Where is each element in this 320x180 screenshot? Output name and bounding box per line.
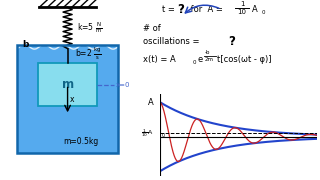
Text: 10: 10 <box>237 9 246 15</box>
Text: for  A =: for A = <box>188 5 226 14</box>
Text: m=0.5kg: m=0.5kg <box>63 137 99 146</box>
Bar <box>17 45 118 153</box>
Text: b=2 $\frac{\rm kg}{\rm s}$: b=2 $\frac{\rm kg}{\rm s}$ <box>75 46 102 62</box>
Bar <box>17 45 118 153</box>
Text: 0: 0 <box>161 133 164 138</box>
Text: t =: t = <box>162 5 178 14</box>
Text: A: A <box>148 98 154 107</box>
Text: $\frac{1}{10}$A: $\frac{1}{10}$A <box>141 127 154 139</box>
Text: m: m <box>61 78 74 91</box>
Text: b: b <box>22 40 28 49</box>
Text: A: A <box>252 5 258 14</box>
Text: x=0: x=0 <box>116 82 131 88</box>
Text: x: x <box>70 95 75 104</box>
Text: 2m: 2m <box>204 57 213 62</box>
Text: 1: 1 <box>240 1 244 7</box>
Text: oscillations =: oscillations = <box>143 37 203 46</box>
Text: ?: ? <box>228 35 235 48</box>
Text: k=5 $\frac{\rm N}{\rm m}$: k=5 $\frac{\rm N}{\rm m}$ <box>77 21 103 35</box>
Text: # of: # of <box>143 24 161 33</box>
Bar <box>38 63 97 106</box>
Text: t[cos(ωt - φ)]: t[cos(ωt - φ)] <box>217 55 271 64</box>
Text: x(t) = A: x(t) = A <box>143 55 176 64</box>
Text: ?: ? <box>178 3 184 16</box>
Text: 0: 0 <box>261 10 265 15</box>
Text: e: e <box>197 55 203 64</box>
Text: 0: 0 <box>192 60 196 65</box>
Text: -b: -b <box>204 50 210 55</box>
